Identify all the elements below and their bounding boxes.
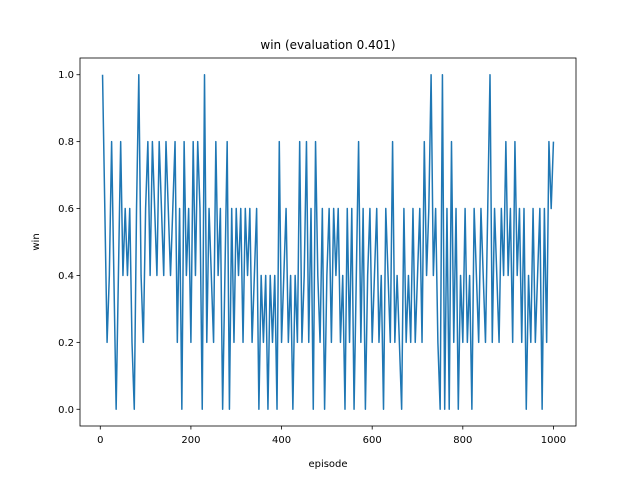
- x-tick-label: 600: [363, 435, 382, 446]
- y-tick-label: 0.8: [58, 137, 74, 148]
- y-tick-label: 0.4: [58, 271, 74, 282]
- x-axis-label: episode: [308, 459, 347, 470]
- y-axis-label: win: [31, 233, 42, 250]
- x-tick-label: 800: [453, 435, 472, 446]
- y-tick-label: 0.6: [58, 204, 74, 215]
- y-tick-label: 0.0: [58, 405, 74, 416]
- plot-frame: [79, 57, 577, 427]
- x-tick-label: 200: [181, 435, 200, 446]
- y-tick-label: 1.0: [58, 70, 74, 81]
- chart-title: win (evaluation 0.401): [260, 38, 395, 52]
- x-tick-label: 0: [97, 435, 103, 446]
- x-tick-label: 1000: [541, 435, 566, 446]
- y-tick-label: 0.2: [58, 338, 74, 349]
- x-tick-label: 400: [272, 435, 291, 446]
- line: [101, 73, 555, 411]
